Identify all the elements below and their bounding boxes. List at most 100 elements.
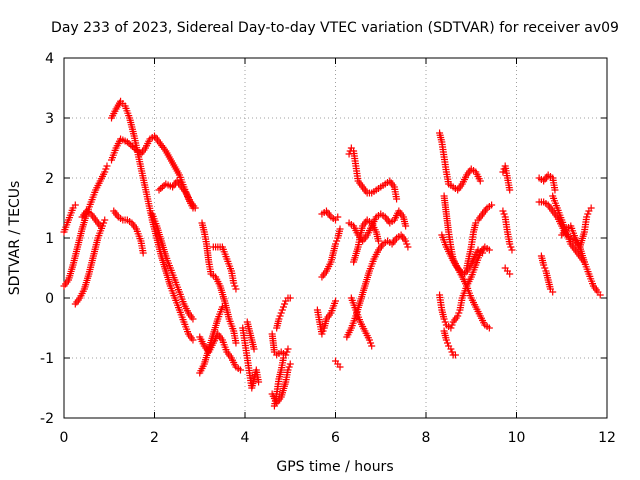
data-point [451,351,459,359]
data-point [587,204,595,212]
data-point [101,216,109,224]
data-point [232,285,240,293]
data-point [402,237,410,245]
data-point [580,258,588,266]
data-point [476,177,484,185]
data-point [96,222,104,230]
data-point [285,363,293,371]
data-point [402,222,410,230]
data-point [318,330,326,338]
data-point [506,270,514,278]
x-tick-label: 4 [241,430,250,446]
data-point [276,312,284,320]
data-point [230,279,238,287]
data-point [441,318,449,326]
data-point [158,183,166,191]
y-tick-label: -1 [40,351,54,367]
data-point [284,366,292,374]
x-tick-label: 8 [422,430,431,446]
data-point [549,288,557,296]
data-point [506,186,514,194]
y-tick-label: 2 [45,171,54,187]
data-point [279,354,287,362]
data-point [284,345,292,353]
data-point [101,168,109,176]
data-point [232,339,240,347]
y-tick-label: -2 [40,411,54,427]
data-point [334,213,342,221]
x-tick-label: 6 [331,430,340,446]
data-point [103,162,111,170]
data-point [275,315,283,323]
grid [64,58,607,418]
x-tick-label: 12 [598,430,616,446]
data-point [448,321,456,329]
data-point [191,204,199,212]
data-point [189,315,197,323]
data-point [488,201,496,209]
x-tick-label: 2 [150,430,159,446]
data-point [447,345,455,353]
data-point [443,339,451,347]
data-point [102,165,110,173]
data-point [500,210,508,218]
data-point [255,378,263,386]
data-point [365,336,373,344]
data-point [218,303,226,311]
data-point [506,240,514,248]
data-point [286,294,294,302]
data-point [583,213,591,221]
data-point [584,210,592,218]
data-point [332,240,339,248]
data-point [485,324,493,332]
data-point [155,186,163,194]
data-point [442,336,450,344]
data-point [283,348,291,356]
data-point [368,342,376,350]
data-point [332,297,339,305]
data-point [125,140,133,147]
data-point [189,336,197,344]
data-point [499,168,507,176]
data-point [279,303,287,311]
data-point [157,185,165,192]
data-point [551,186,559,194]
y-tick-label: 3 [45,111,54,127]
data-point [236,366,244,374]
data-point [448,348,456,356]
data-point [123,138,131,146]
data-point [71,201,79,209]
data-point [507,243,515,251]
x-tick-label: 10 [508,430,526,446]
data-point [393,195,401,203]
data-point [404,243,412,251]
data-point [100,219,108,227]
y-tick-label: 4 [45,51,54,67]
data-point [367,339,375,347]
data-point [277,309,285,317]
y-tick-label: 0 [45,291,54,307]
data-point [319,327,327,335]
data-point [454,312,462,320]
data-point [508,246,516,254]
data-point [447,324,455,332]
data-point [479,249,487,257]
data-point [336,225,344,233]
data-point [596,291,604,299]
x-axis-label: GPS time / hours [276,459,393,475]
data-point [485,246,493,254]
y-axis-label: SDTVAR / TECUs [7,181,23,296]
y-tick-label: 1 [45,231,54,247]
data-point [403,240,411,248]
data-point [333,237,341,245]
data-point [336,363,344,371]
data-points [60,97,604,410]
data-point [499,207,507,215]
data-point [231,282,239,290]
data-point [139,249,147,257]
data-point [250,345,258,353]
chart-title: Day 233 of 2023, Sidereal Day-to-day VTE… [51,20,619,36]
data-point [281,300,289,308]
